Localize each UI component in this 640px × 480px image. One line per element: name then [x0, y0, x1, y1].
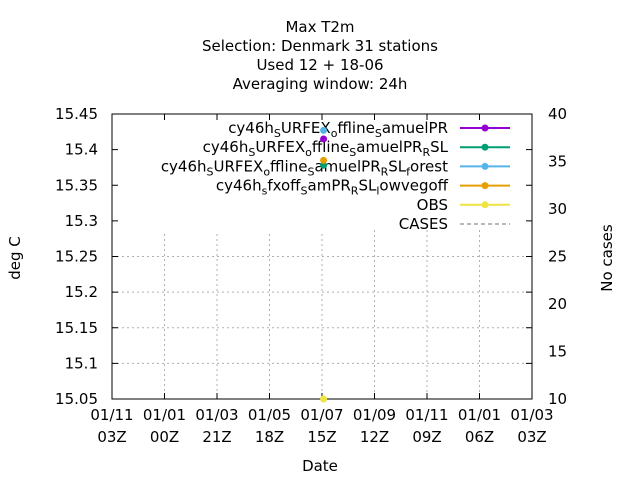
legend-swatch-marker [481, 182, 489, 190]
y2-tick-label: 25 [548, 248, 567, 266]
legend-swatch-marker [481, 201, 489, 209]
x-tick-label-hour: 21Z [202, 428, 231, 446]
title-line-2: Selection: Denmark 31 stations [202, 37, 438, 55]
data-point [320, 395, 328, 403]
y-tick-label: 15.1 [65, 354, 98, 372]
x-tick-label-date: 01/05 [248, 406, 291, 424]
x-tick-label-hour: 12Z [360, 428, 389, 446]
x-tick-label-date: 01/07 [300, 406, 343, 424]
x-tick-label-hour: 09Z [412, 428, 441, 446]
y2-tick-label: 30 [548, 200, 567, 218]
y2-tick-label: 40 [548, 105, 567, 123]
x-tick-label-hour: 18Z [255, 428, 284, 446]
x-tick-label-date: 01/09 [353, 406, 396, 424]
title-line-3: Used 12 + 18-06 [256, 56, 383, 74]
y-tick-label: 15.45 [55, 105, 98, 123]
data-point [320, 161, 328, 169]
x-tick-label-hour: 06Z [465, 428, 494, 446]
y-tick-label: 15.3 [65, 212, 98, 230]
legend-label: cy46hSURFEXofflineSamuelPR [228, 119, 448, 140]
y-tick-label: 15.2 [65, 283, 98, 301]
y-tick-label: 15.4 [65, 141, 98, 159]
y2-tick-label: 20 [548, 295, 567, 313]
title-line-4: Averaging window: 24h [233, 75, 408, 93]
y-tick-label: 15.15 [55, 319, 98, 337]
x-tick-label-hour: 00Z [150, 428, 179, 446]
x-tick-label-hour: 15Z [307, 428, 336, 446]
legend-label: OBS [417, 196, 448, 214]
y-tick-label: 15.05 [55, 390, 98, 408]
legend-label: cy46hsfxoffSamPRRSLlowvegoff [216, 177, 449, 198]
x-tick-label-date: 01/11 [405, 406, 448, 424]
x-tick-label-date: 01/01 [458, 406, 501, 424]
legend-label: cy46hSURFEXofflineSamuelPRRSL [203, 138, 449, 159]
x-tick-label-hour: 03Z [97, 428, 126, 446]
y2-tick-label: 10 [548, 390, 567, 408]
data-point [320, 156, 328, 164]
y2-axis-label: No cases [598, 224, 616, 292]
legend-swatch-marker [481, 162, 489, 170]
y-axis-label: deg C [6, 236, 24, 280]
x-tick-label-date: 01/01 [143, 406, 186, 424]
x-tick-label-hour: 03Z [517, 428, 546, 446]
y2-tick-label: 15 [548, 343, 567, 361]
y-tick-label: 15.35 [55, 176, 98, 194]
legend-swatch-marker [481, 124, 489, 132]
x-tick-label-date: 01/03 [510, 406, 553, 424]
y2-tick-label: 35 [548, 153, 567, 171]
legend-swatch-marker [481, 143, 489, 151]
data-point [320, 135, 328, 143]
legend-label: cy46hSURFEXofflineSamuelPRRSLforest [161, 157, 448, 178]
x-tick-label-date: 01/11 [90, 406, 133, 424]
x-axis-label: Date [302, 457, 338, 475]
title-line-1: Max T2m [285, 18, 354, 36]
x-tick-label-date: 01/03 [195, 406, 238, 424]
legend-label: CASES [399, 215, 448, 233]
y-tick-label: 15.25 [55, 248, 98, 266]
data-point [320, 126, 328, 134]
